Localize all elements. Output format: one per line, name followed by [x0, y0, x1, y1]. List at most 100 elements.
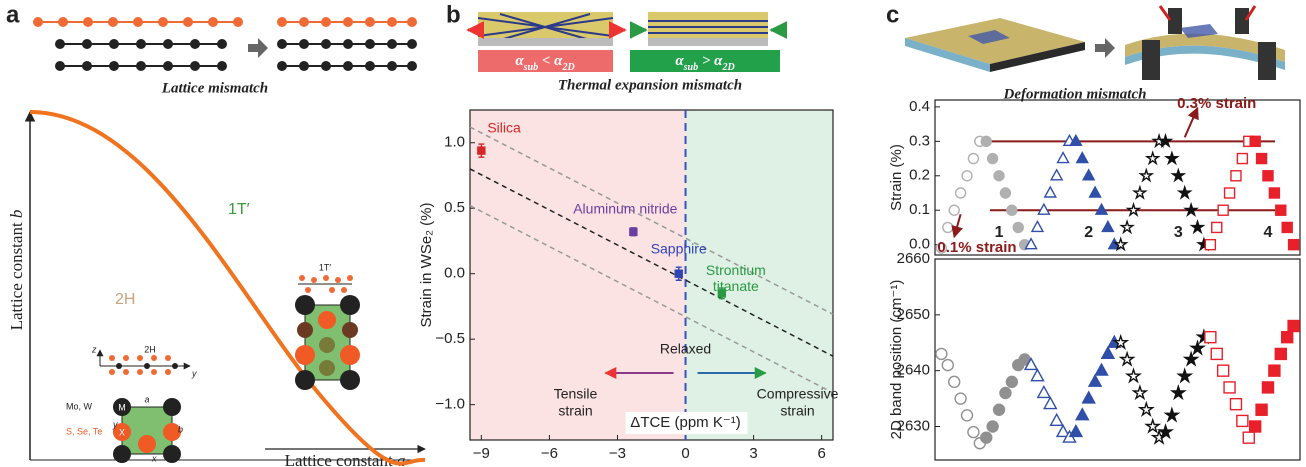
point-label: Sapphire [651, 240, 707, 256]
marker [1036, 384, 1052, 399]
marker [1043, 396, 1058, 410]
marker [941, 358, 955, 372]
marker [717, 289, 727, 298]
marker [1236, 152, 1249, 165]
caption: Thermal expansion mismatch [558, 77, 742, 93]
legend-text: S, Se, Te [66, 426, 102, 436]
label-part: sub [683, 62, 698, 73]
phase-curve [29, 110, 426, 466]
marker [1082, 168, 1096, 181]
marker [1183, 201, 1199, 217]
marker [1216, 364, 1230, 377]
marker [1112, 236, 1129, 252]
marker [1169, 384, 1187, 401]
x-tick-label: 0 [681, 445, 689, 462]
marker [1125, 201, 1142, 217]
annotation: strain [780, 403, 814, 419]
marker [1138, 167, 1155, 183]
cycle-label: 1 [995, 224, 1004, 241]
marker [1112, 333, 1130, 350]
y-tick-label: 2650 [897, 306, 930, 323]
marker [961, 170, 973, 182]
marker [1023, 357, 1039, 371]
marker [1075, 151, 1089, 164]
phase-label: 2H [115, 291, 135, 308]
marker [1144, 417, 1162, 434]
y-tick-label: 1.0 [444, 134, 465, 151]
lattice-schematic [33, 17, 417, 71]
y-tick-label: 0.0 [909, 236, 930, 253]
atom-label: M [118, 402, 126, 412]
marker [1088, 185, 1102, 198]
x-tick-label: −9 [473, 445, 490, 462]
inset-title: 2H [144, 344, 156, 354]
marker [1030, 219, 1045, 233]
plot-frame [934, 258, 1301, 461]
axis-name: z [91, 344, 97, 354]
y-tick-label: 0.4 [909, 98, 930, 115]
legend-text: Mo, W [66, 401, 93, 411]
marker [1075, 407, 1090, 421]
label-part: α [554, 53, 563, 69]
marker [1006, 204, 1018, 216]
marker [1024, 237, 1038, 250]
label-part: α [714, 53, 723, 69]
marker [993, 170, 1005, 182]
condition-label: αsub > α2D [675, 53, 734, 72]
annotation: 0.1% strain [937, 239, 1016, 256]
marker [986, 420, 999, 433]
marker [1255, 403, 1268, 416]
marker [999, 187, 1012, 199]
y-tick-label: 0.0 [444, 265, 465, 282]
region [470, 110, 686, 440]
label-part: sub [523, 62, 538, 73]
marker [1087, 373, 1103, 387]
label-part: 2D [561, 62, 574, 73]
marker [1124, 367, 1142, 384]
marker [999, 386, 1012, 400]
annotation: Tensile [554, 386, 598, 402]
condition-label: αsub < α2D [515, 53, 574, 72]
marker [1262, 170, 1274, 182]
annotation: 0.3% strain [1177, 95, 1256, 112]
marker [1230, 170, 1242, 182]
annotation: Compressive [757, 386, 839, 402]
marker [1081, 390, 1096, 404]
point-label: Aluminum nitride [573, 200, 677, 216]
marker [1229, 397, 1243, 411]
marker [1176, 184, 1193, 200]
y-tick-label: 2630 [897, 417, 930, 434]
marker [1189, 219, 1206, 235]
caption: Lattice mismatch [161, 80, 268, 96]
label-part: 2D [721, 62, 734, 73]
x-tick-label: −3 [609, 445, 626, 462]
marker [1164, 150, 1180, 166]
marker [980, 135, 992, 148]
marker [1170, 167, 1187, 183]
y-tick-label: 0.1 [909, 201, 930, 218]
inset-1t: 1T′ [295, 262, 360, 390]
y-label: Lattice constant b [7, 210, 26, 331]
marker [1210, 347, 1223, 361]
x-tick-label: −6 [541, 445, 558, 462]
y-label: Strain (%) [888, 144, 905, 211]
axis-name: y [191, 368, 197, 378]
annotation: Relaxed [660, 341, 711, 357]
panel-label: c [886, 1, 899, 28]
y-label-symbol: b [7, 210, 26, 219]
marker [1287, 238, 1300, 251]
marker [1249, 135, 1261, 148]
marker [1268, 364, 1281, 377]
point-label: Strontium [706, 262, 766, 278]
marker [967, 425, 980, 439]
marker [1261, 381, 1275, 394]
y-tick-label: 2660 [897, 250, 930, 267]
arrow [1183, 106, 1199, 138]
marker [1248, 420, 1262, 433]
marker [1182, 350, 1200, 367]
phase-label: 1T′ [228, 201, 250, 218]
marker [1101, 219, 1115, 233]
plot-frame [469, 109, 834, 441]
marker [1069, 133, 1083, 147]
marker [1204, 238, 1217, 251]
